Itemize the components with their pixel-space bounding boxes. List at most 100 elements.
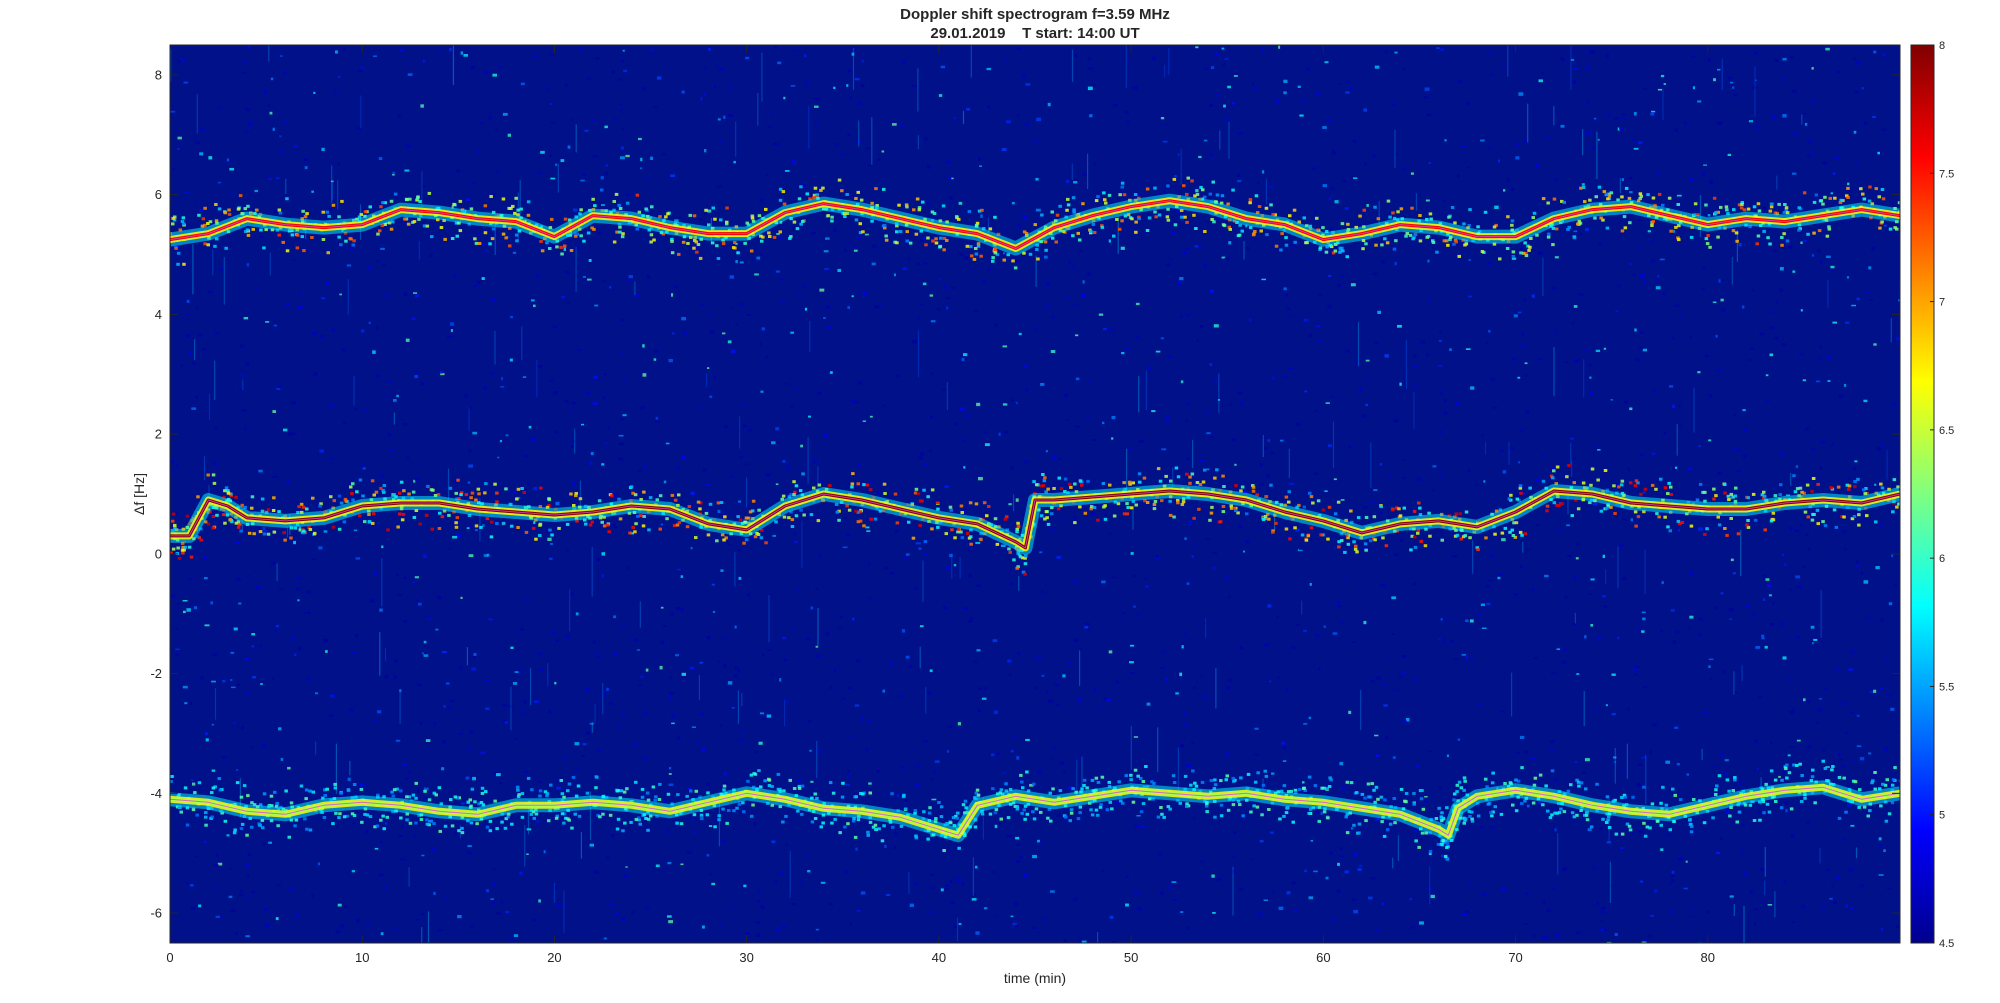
noise-speckle <box>507 133 511 137</box>
noise-speckle <box>496 773 501 777</box>
trace-speckle <box>236 520 241 524</box>
noise-speckle <box>1724 759 1729 762</box>
noise-speckle <box>363 409 369 411</box>
noise-speckle <box>526 599 529 602</box>
noise-speckle <box>1339 847 1343 850</box>
noise-speckle <box>754 751 759 754</box>
trace-speckle <box>736 251 740 255</box>
trace-speckle <box>325 210 329 214</box>
trace-speckle <box>181 222 186 226</box>
trace-speckle <box>845 504 849 508</box>
noise-speckle <box>466 747 471 749</box>
trace-speckle <box>1396 210 1400 214</box>
trace-speckle <box>707 223 711 227</box>
trace-speckle <box>908 241 913 245</box>
noise-speckle <box>641 87 646 91</box>
noise-speckle <box>1553 778 1558 782</box>
trace-speckle <box>748 510 753 514</box>
trace-speckle <box>171 216 175 220</box>
noise-speckle <box>851 52 855 56</box>
trace-speckle <box>1833 196 1837 200</box>
noise-speckle <box>488 116 492 120</box>
noise-speckle <box>1144 577 1148 580</box>
noise-speckle <box>1103 513 1108 517</box>
trace-speckle <box>959 504 964 508</box>
trace-speckle <box>1182 184 1186 188</box>
trace-speckle <box>699 501 703 505</box>
noise-speckle <box>1571 322 1575 324</box>
trace-speckle <box>1567 225 1571 229</box>
noise-speckle <box>284 302 290 306</box>
noise-speckle <box>727 340 732 344</box>
trace-speckle <box>389 227 394 231</box>
noise-speckle <box>1602 554 1605 558</box>
trace-speckle <box>1274 521 1278 525</box>
noise-speckle <box>1391 596 1396 600</box>
noise-speckle <box>217 181 222 184</box>
trace-speckle <box>1295 505 1299 509</box>
trace-speckle <box>1153 500 1158 503</box>
trace-speckle <box>1338 250 1342 254</box>
trace-speckle <box>1546 201 1550 205</box>
noise-speckle <box>993 710 998 714</box>
noise-speckle <box>1573 67 1579 70</box>
trace-speckle <box>743 520 748 524</box>
noise-speckle <box>298 646 302 651</box>
noise-speckle <box>1617 127 1620 131</box>
noise-speckle <box>1596 637 1601 641</box>
noise-speckle <box>420 104 424 108</box>
trace-speckle <box>721 242 726 246</box>
trace-speckle <box>642 515 646 518</box>
noise-speckle <box>372 350 376 354</box>
noise-speckle <box>1177 153 1180 156</box>
noise-speckle <box>1467 468 1471 473</box>
noise-speckle <box>561 296 566 299</box>
noise-speckle <box>1399 382 1402 386</box>
noise-speckle <box>809 749 812 752</box>
trace-speckle <box>977 209 982 213</box>
noise-speckle <box>1236 173 1241 177</box>
noise-speckle <box>595 652 599 655</box>
noise-speckle <box>532 918 537 922</box>
trace-speckle <box>243 230 248 233</box>
noise-speckle <box>1712 301 1717 304</box>
noise-speckle <box>627 566 630 570</box>
noise-streak <box>1583 359 1585 398</box>
noise-speckle <box>1238 198 1241 202</box>
trace-speckle <box>588 523 593 527</box>
trace-speckle <box>1827 225 1831 229</box>
noise-speckle <box>1868 266 1872 270</box>
trace-speckle <box>1828 196 1832 200</box>
noise-speckle <box>1863 580 1869 584</box>
noise-speckle <box>1825 47 1830 51</box>
noise-speckle <box>681 456 686 460</box>
trace-speckle <box>778 187 783 191</box>
trace-speckle <box>181 551 185 555</box>
noise-speckle <box>727 681 733 685</box>
noise-streak <box>214 360 216 401</box>
noise-speckle <box>1130 672 1135 674</box>
noise-streak <box>1507 45 1509 77</box>
trace-speckle <box>942 248 946 252</box>
noise-speckle <box>469 524 473 528</box>
noise-speckle <box>646 275 650 279</box>
noise-speckle <box>1791 921 1795 924</box>
noise-speckle <box>727 542 732 546</box>
noise-speckle <box>1256 181 1260 184</box>
noise-speckle <box>204 624 210 627</box>
noise-speckle <box>1258 912 1263 917</box>
noise-speckle <box>1324 61 1329 64</box>
noise-speckle <box>833 86 836 90</box>
trace-fit-line <box>170 200 1900 249</box>
noise-speckle <box>1715 334 1718 338</box>
trace-speckle <box>1188 475 1192 479</box>
noise-speckle <box>558 779 561 782</box>
noise-speckle <box>526 828 532 831</box>
noise-speckle <box>1426 353 1429 357</box>
noise-speckle <box>1414 829 1418 833</box>
noise-speckle <box>332 824 338 827</box>
noise-speckle <box>1133 575 1136 578</box>
noise-speckle <box>1075 377 1080 381</box>
noise-speckle <box>1399 675 1402 679</box>
noise-speckle <box>460 596 463 599</box>
